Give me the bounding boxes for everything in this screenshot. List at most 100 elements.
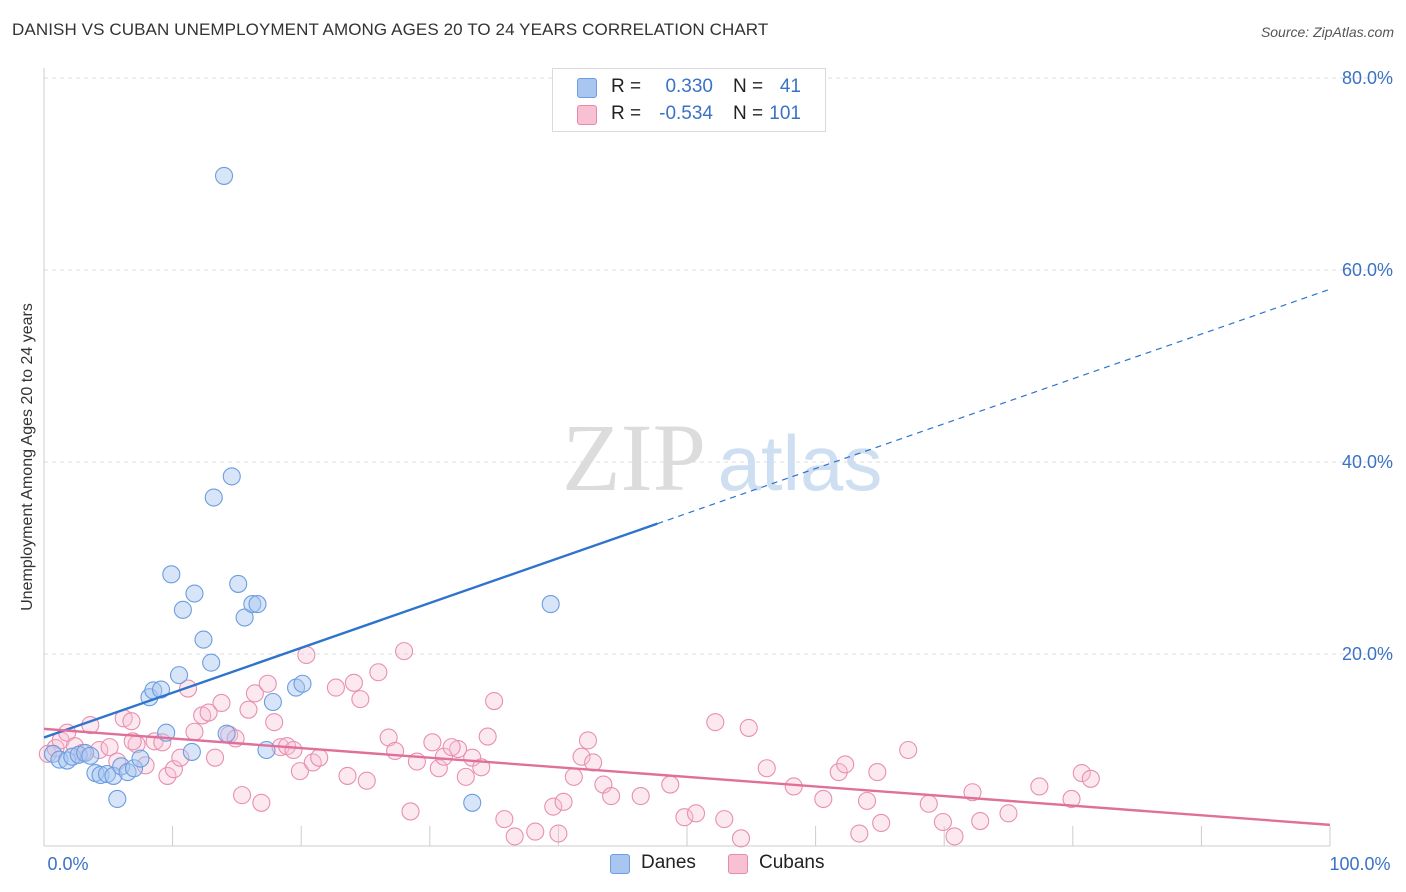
- cubans-point: [1062, 789, 1081, 809]
- cubans-point: [65, 737, 84, 756]
- cubans-point: [757, 759, 776, 778]
- cubans-point: [232, 786, 252, 805]
- cubans-point: [1072, 763, 1091, 783]
- cubans-point: [715, 810, 734, 829]
- danes-series: [43, 166, 560, 812]
- cubans-point: [449, 739, 468, 759]
- cubans-point: [505, 827, 524, 846]
- cubans-point: [158, 766, 177, 785]
- cubans-point: [284, 740, 303, 760]
- cubans-point: [933, 812, 952, 832]
- grid-lines: [44, 77, 1392, 655]
- legend-label: Cubans: [759, 852, 825, 873]
- cubans-point: [185, 722, 204, 741]
- cubans-point: [899, 740, 918, 760]
- source-note: Source: ZipAtlas.com: [1260, 24, 1394, 40]
- danes-point: [293, 674, 312, 693]
- cubans-point: [395, 642, 414, 661]
- danes-point: [204, 488, 223, 507]
- axes: [43, 68, 1331, 847]
- cubans-point: [549, 824, 568, 843]
- danes-point: [229, 574, 248, 593]
- danes-point: [194, 630, 213, 649]
- cubans-point: [1030, 777, 1049, 796]
- cubans-point: [829, 763, 848, 782]
- cubans-point: [661, 775, 680, 794]
- cubans-point: [239, 700, 258, 719]
- cubans-point: [212, 693, 231, 713]
- danes-point: [169, 666, 189, 685]
- n-value: 101: [769, 103, 801, 124]
- danes-point: [182, 742, 201, 761]
- cubans-point: [326, 678, 345, 697]
- cubans-point: [245, 684, 264, 703]
- r-value: -0.534: [659, 103, 713, 124]
- cubans-point: [369, 663, 388, 682]
- cubans-point: [100, 738, 119, 757]
- cubans-point: [602, 787, 621, 806]
- y-tick-label: 60.0%: [1342, 260, 1393, 280]
- danes-point: [151, 680, 171, 699]
- danes-point: [222, 467, 241, 486]
- n-label: N =: [733, 76, 764, 97]
- chart-title: DANISH VS CUBAN UNEMPLOYMENT AMONG AGES …: [12, 20, 769, 39]
- y-tick-label: 40.0%: [1342, 452, 1393, 472]
- cubans-swatch: [577, 105, 597, 125]
- danes-point: [76, 743, 95, 762]
- cubans-point: [919, 794, 938, 813]
- n-value: 41: [779, 76, 801, 97]
- danes-point: [185, 584, 204, 603]
- cubans-point: [739, 718, 758, 737]
- cubans-point: [731, 829, 751, 848]
- danes-trend-line: [43, 522, 658, 739]
- cubans-point: [351, 690, 370, 709]
- cubans-point: [857, 791, 877, 810]
- cubans-point: [338, 766, 357, 785]
- cubans-point: [963, 783, 982, 802]
- cubans-point: [123, 732, 142, 751]
- danes-point: [104, 766, 123, 785]
- danes-point: [235, 608, 254, 627]
- legend-row-cubans: R = -0.534 N = 101: [553, 101, 825, 127]
- cubans-point: [578, 731, 598, 750]
- cubans-point: [544, 797, 563, 816]
- trend-lines: [43, 288, 1331, 827]
- cubans-point: [310, 748, 329, 767]
- cubans-point: [344, 673, 363, 692]
- cubans-point: [199, 703, 218, 722]
- danes-point: [202, 653, 221, 672]
- danes-point: [463, 793, 482, 812]
- cubans-point: [850, 824, 869, 843]
- cubans-trend-line: [43, 727, 1331, 827]
- cubans-point: [122, 712, 141, 731]
- r-value: 0.330: [665, 76, 713, 97]
- x-tick-label: 0.0%: [47, 854, 88, 874]
- cubans-series: [38, 642, 1100, 848]
- danes-point: [97, 764, 117, 784]
- watermark-atlas: atlas: [718, 419, 883, 507]
- cubans-point: [429, 759, 448, 778]
- cubans-point: [90, 740, 109, 760]
- cubans-point: [872, 813, 891, 833]
- correlation-legend: R = 0.330 N = 41 R = -0.534 N = 101: [552, 68, 826, 132]
- cubans-point: [706, 713, 725, 732]
- danes-point: [173, 600, 192, 619]
- cubans-point: [868, 763, 887, 782]
- danes-point: [248, 595, 267, 614]
- danes-point: [243, 595, 262, 614]
- cubans-point: [357, 771, 376, 790]
- cubans-point: [265, 713, 284, 732]
- cubans-swatch: [728, 854, 748, 874]
- cubans-point: [1081, 769, 1100, 788]
- cubans-point: [554, 792, 573, 811]
- cubans-point: [836, 755, 855, 774]
- danes-point: [108, 789, 127, 809]
- cubans-point: [386, 741, 405, 761]
- tick-labels: 20.0% 40.0% 60.0% 80.0% 0.0% 100.0%: [47, 68, 1393, 874]
- danes-point: [124, 759, 144, 778]
- cubans-point: [423, 733, 442, 752]
- watermark-zip: ZIP: [562, 404, 706, 511]
- cubans-point: [631, 787, 650, 806]
- cubans-point: [164, 760, 183, 779]
